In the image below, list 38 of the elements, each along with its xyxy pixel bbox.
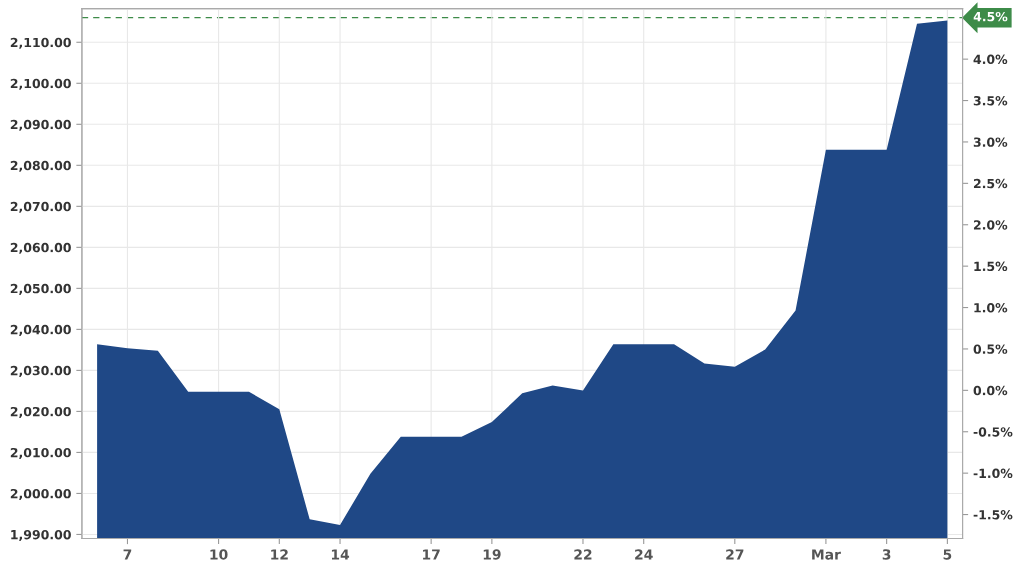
x-tick-label: 24 xyxy=(635,549,653,560)
y2-tick-label: 1.0% xyxy=(974,303,1008,313)
x-tick-label: 10 xyxy=(210,549,228,560)
y2-tick-label: -1.0% xyxy=(973,468,1013,479)
y-tick-label: 2,080.00 xyxy=(10,160,71,172)
x-tick-label: 14 xyxy=(331,549,350,560)
x-tick-label: 3 xyxy=(882,549,891,560)
x-tick-label: 22 xyxy=(574,549,592,560)
ref-line-label: 4.5% xyxy=(973,11,1008,22)
y-tick-label: 2,100.00 xyxy=(10,78,71,90)
y-tick-label: 2,110.00 xyxy=(10,37,71,49)
y2-tick-label: 3.5% xyxy=(973,96,1008,106)
x-tick-label: 5 xyxy=(943,549,952,560)
y2-tick-label: -0.5% xyxy=(973,427,1013,437)
y2-tick-label: 0.0% xyxy=(973,385,1008,396)
x-tick-label: 27 xyxy=(726,549,744,560)
y-tick-label: 2,090.00 xyxy=(10,119,71,131)
x-tick-label: 7 xyxy=(123,549,132,560)
y-tick-label: 2,020.00 xyxy=(10,406,71,418)
y-tick-label: 2,070.00 xyxy=(10,201,71,213)
y2-tick-label: 0.5% xyxy=(973,344,1008,354)
y-tick-label: 2,000.00 xyxy=(10,488,71,500)
y2-tick-label: 1.5% xyxy=(974,261,1008,272)
x-tick-label: Mar xyxy=(812,549,841,560)
y2-tick-label: 4.0% xyxy=(973,54,1008,65)
x-tick-label: 19 xyxy=(483,549,501,560)
y-tick-label: 2,060.00 xyxy=(10,242,71,254)
y2-tick-label: 2.0% xyxy=(973,220,1008,230)
y2-tick-label: 2.5% xyxy=(973,178,1008,189)
y2-tick-label: -1.5% xyxy=(973,510,1013,520)
y-tick-label: 2,030.00 xyxy=(10,365,71,377)
y-tick-label: 2,040.00 xyxy=(10,324,71,336)
y-tick-label: 2,050.00 xyxy=(10,283,71,295)
x-tick-label: 12 xyxy=(271,549,288,560)
y2-tick-label: 3.0% xyxy=(973,137,1008,147)
y-tick-label: 1,990.00 xyxy=(11,529,71,541)
x-tick-label: 17 xyxy=(423,549,440,560)
y-tick-label: 2,010.00 xyxy=(10,447,71,459)
